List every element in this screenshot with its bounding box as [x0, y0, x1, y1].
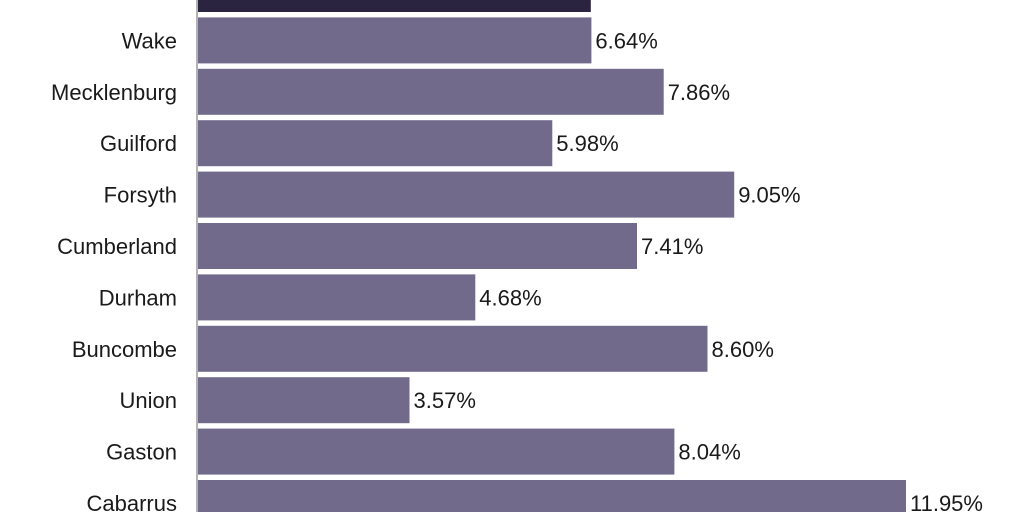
- bar-cumberland: [198, 223, 637, 269]
- bar-union: [198, 377, 410, 424]
- category-label-guilford: Guilford: [100, 131, 177, 156]
- value-label-guilford: 5.98%: [556, 131, 618, 156]
- category-label-union: Union: [120, 388, 177, 413]
- category-label-gaston: Gaston: [106, 440, 177, 465]
- bar-buncombe: [198, 325, 708, 372]
- value-label-cumberland: 7.41%: [641, 234, 703, 259]
- category-label-durham: Durham: [99, 285, 177, 310]
- bar-highlighted: [198, 0, 591, 12]
- value-label-wake: 6.64%: [595, 28, 657, 53]
- bar-forsyth: [198, 171, 735, 218]
- category-label-buncombe: Buncombe: [72, 337, 177, 362]
- value-label-durham: 4.68%: [479, 285, 541, 310]
- bar-durham: [198, 274, 476, 321]
- category-label-wake: Wake: [122, 28, 177, 53]
- bars-group: [198, 0, 906, 512]
- value-label-mecklenburg: 7.86%: [668, 80, 730, 105]
- value-label-forsyth: 9.05%: [738, 183, 800, 208]
- value-label-union: 3.57%: [414, 388, 476, 413]
- category-label-cumberland: Cumberland: [57, 234, 177, 259]
- bar-guilford: [198, 120, 553, 167]
- bar-gaston: [198, 428, 675, 475]
- category-label-forsyth: Forsyth: [104, 183, 177, 208]
- bar-mecklenburg: [198, 68, 664, 115]
- value-label-cabarrus: 11.95%: [910, 491, 983, 512]
- value-label-gaston: 8.04%: [678, 440, 740, 465]
- value-label-buncombe: 8.60%: [712, 337, 774, 362]
- bar-wake: [198, 17, 592, 64]
- category-label-cabarrus: Cabarrus: [87, 491, 177, 512]
- category-label-mecklenburg: Mecklenburg: [51, 80, 177, 105]
- bar-cabarrus: [198, 480, 906, 512]
- labels-group: Wake 6.64% Mecklenburg 7.86% Guilford 5.98% Fo…: [51, 28, 983, 512]
